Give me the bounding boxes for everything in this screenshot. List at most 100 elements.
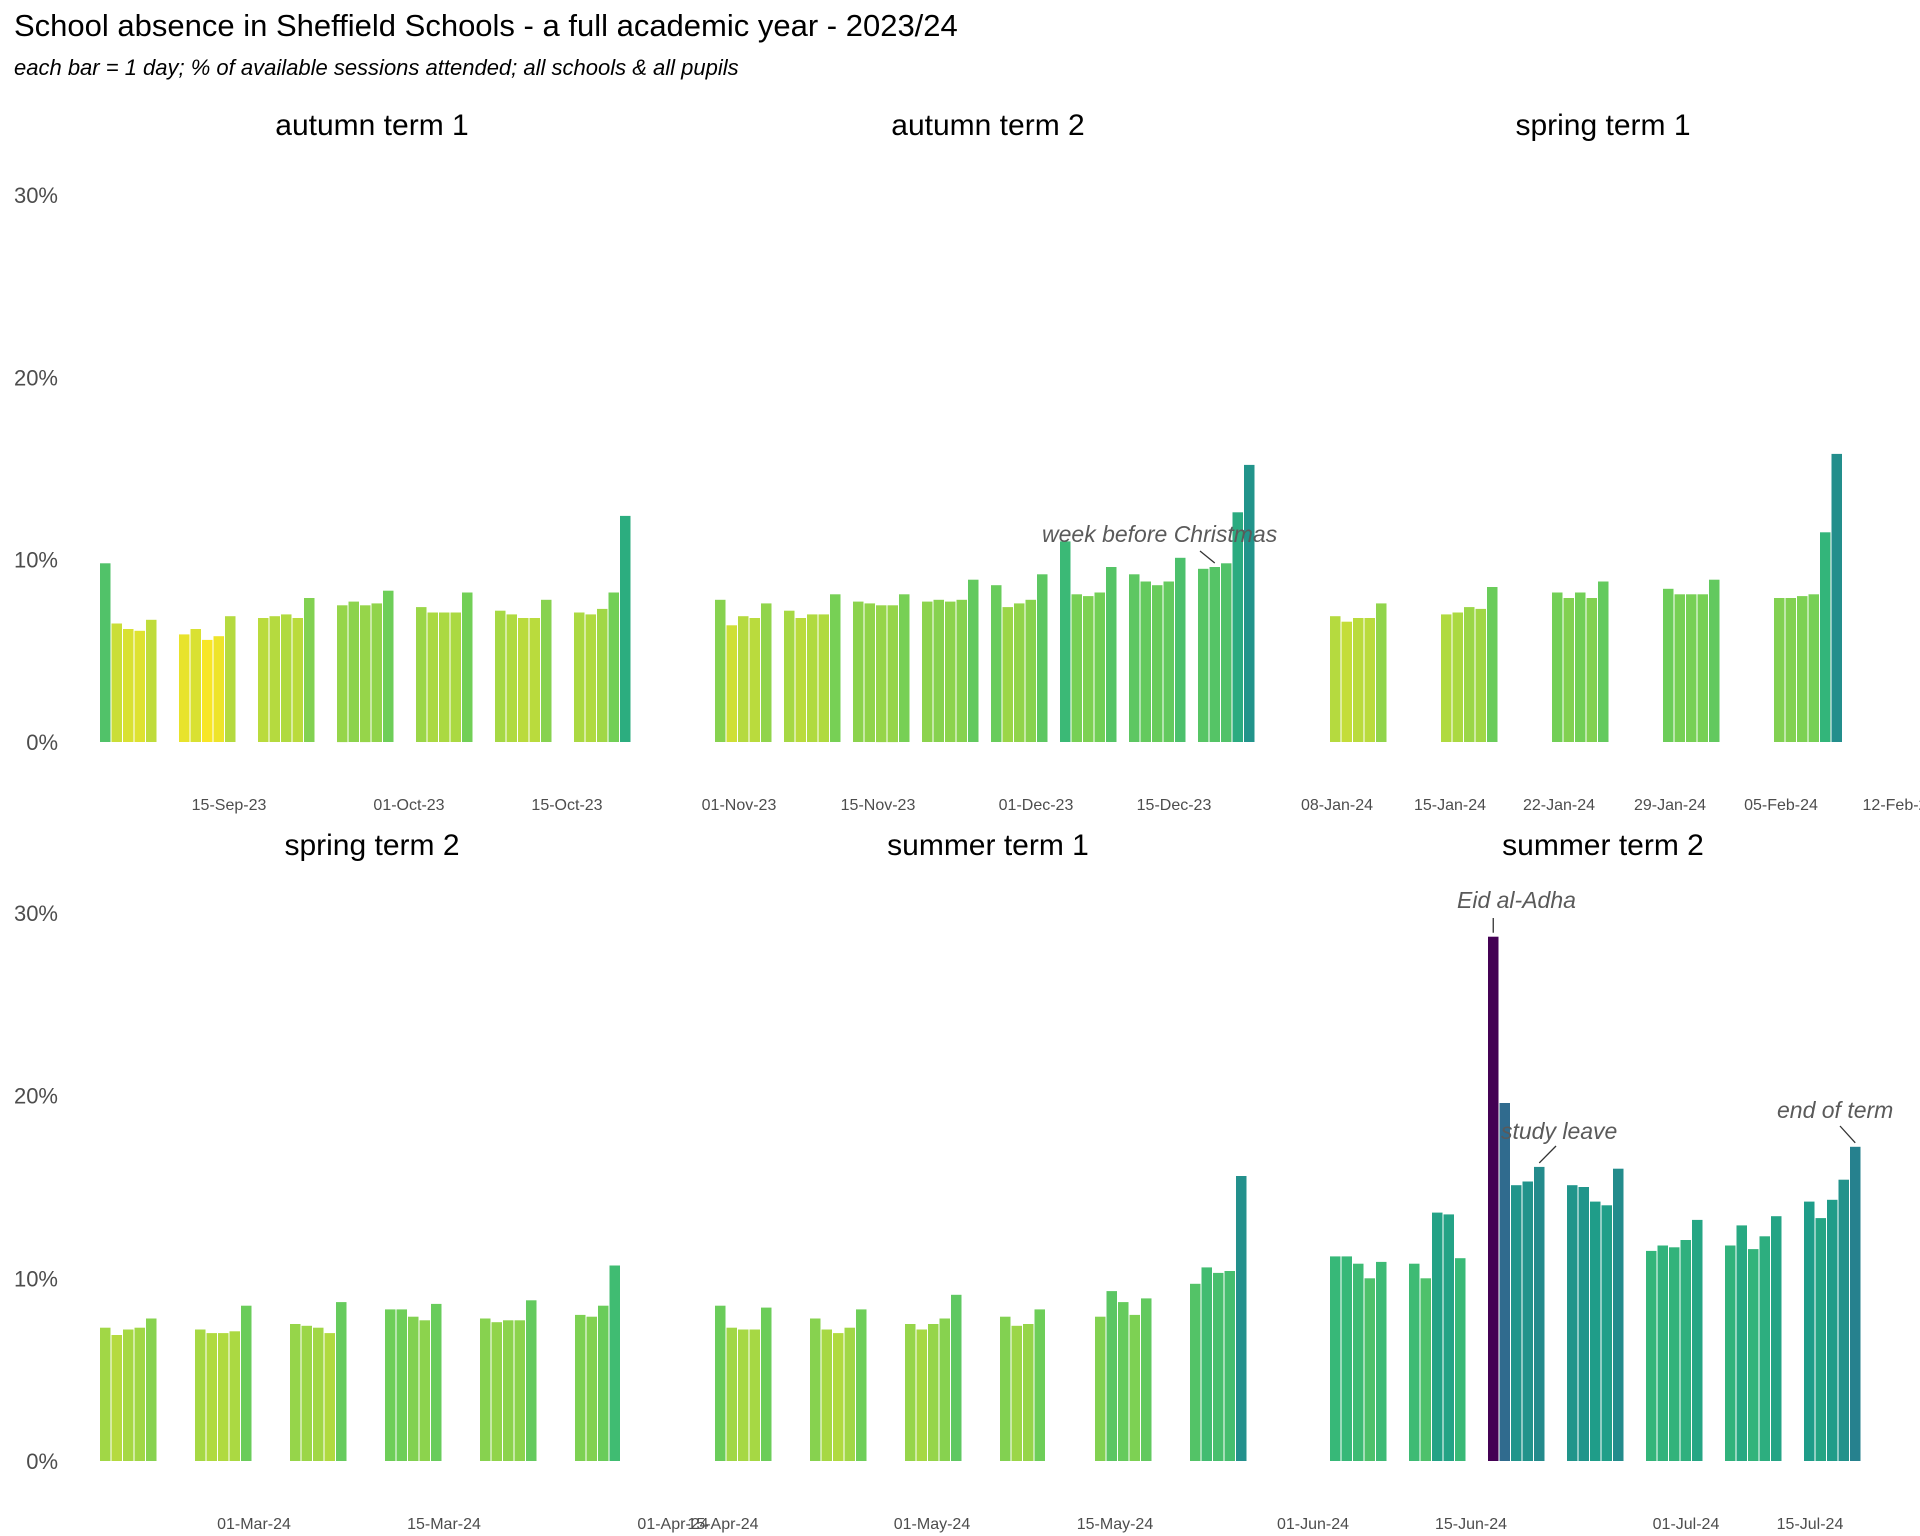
- y-tick-label: 0%: [26, 1449, 58, 1474]
- bar: [784, 610, 795, 742]
- bar: [1759, 1236, 1770, 1461]
- bar: [229, 1331, 240, 1461]
- bar: [431, 1303, 442, 1461]
- chart-title: School absence in Sheffield Schools - a …: [14, 8, 958, 43]
- bar: [301, 1325, 312, 1461]
- facet-title: summer term 2: [1502, 829, 1704, 862]
- bar: [1601, 1205, 1612, 1461]
- bar: [795, 618, 806, 742]
- bar: [1094, 592, 1105, 742]
- bar: [1353, 1263, 1364, 1461]
- bar: [609, 1265, 620, 1461]
- bar: [1820, 532, 1831, 742]
- bar: [450, 612, 461, 742]
- bar: [1341, 621, 1352, 742]
- bar: [715, 599, 726, 742]
- bar: [491, 1322, 502, 1461]
- x-tick-label: 15-Oct-23: [531, 797, 602, 814]
- bar: [348, 601, 359, 742]
- bar: [1175, 557, 1186, 742]
- x-tick-label: 01-Apr-24: [637, 1516, 708, 1533]
- bar: [856, 1309, 867, 1461]
- x-tick-label: 15-Sep-23: [192, 797, 267, 814]
- bar: [951, 1294, 962, 1461]
- bar: [574, 612, 585, 742]
- bar: [726, 1327, 737, 1461]
- bar: [968, 579, 979, 742]
- bar: [1221, 563, 1232, 742]
- y-tick-label: 20%: [14, 365, 58, 390]
- annotation-label: study leave: [1501, 1118, 1617, 1144]
- bar: [575, 1314, 586, 1461]
- bar: [1409, 1263, 1420, 1461]
- bar: [821, 1329, 832, 1461]
- bar: [100, 1327, 111, 1461]
- x-tick-label: 01-Dec-23: [999, 797, 1074, 814]
- bar: [738, 616, 749, 742]
- bar: [1213, 1272, 1224, 1461]
- bar: [585, 614, 596, 742]
- annotation-label: end of term: [1777, 1097, 1893, 1123]
- x-tick-label: 01-Mar-24: [217, 1516, 291, 1533]
- bar: [1376, 603, 1387, 742]
- bar: [1106, 1291, 1117, 1461]
- bar: [761, 603, 772, 742]
- y-tick-label: 30%: [14, 183, 58, 208]
- bar: [1598, 581, 1609, 742]
- x-tick-label: 15-Jul-24: [1777, 1516, 1844, 1533]
- bar: [1224, 1271, 1235, 1461]
- bar: [1804, 1201, 1815, 1461]
- x-tick-label: 15-Apr-24: [687, 1516, 758, 1533]
- bar: [1488, 936, 1499, 1461]
- bar: [179, 634, 190, 742]
- bar: [810, 1318, 821, 1461]
- bar: [1364, 1278, 1375, 1461]
- bar: [503, 1320, 514, 1461]
- bar: [1692, 1219, 1703, 1461]
- bar: [876, 605, 887, 743]
- bar: [111, 623, 122, 742]
- bar: [1808, 594, 1819, 742]
- bar: [541, 599, 552, 742]
- bar: [506, 614, 517, 742]
- bar: [258, 618, 269, 742]
- bar: [818, 614, 829, 742]
- bar: [1578, 1187, 1589, 1461]
- bar: [1118, 1302, 1129, 1461]
- bar: [416, 607, 427, 742]
- bar: [1697, 594, 1708, 742]
- bar: [1025, 599, 1036, 742]
- bar: [383, 590, 394, 742]
- bar: [1209, 567, 1220, 742]
- bar: [1129, 574, 1140, 742]
- bar: [123, 629, 134, 742]
- bar: [1232, 512, 1243, 742]
- bar: [1140, 581, 1151, 742]
- bar: [1567, 1185, 1578, 1461]
- bar: [213, 636, 224, 742]
- bar: [1831, 453, 1842, 742]
- bar: [218, 1333, 229, 1461]
- bar: [1163, 581, 1174, 742]
- facet-title: summer term 1: [887, 829, 1089, 862]
- x-tick-label: 15-Jan-24: [1414, 797, 1486, 814]
- bar: [1023, 1324, 1034, 1461]
- bar: [1236, 1176, 1247, 1461]
- x-tick-label: 15-Nov-23: [841, 797, 916, 814]
- bar: [1511, 1185, 1522, 1461]
- bar: [134, 1327, 145, 1461]
- bar: [597, 608, 608, 742]
- bar: [419, 1320, 430, 1461]
- bar: [281, 614, 292, 742]
- bar: [1669, 1247, 1680, 1461]
- bar: [1657, 1245, 1668, 1461]
- bar: [1563, 598, 1574, 742]
- bar: [1815, 1218, 1826, 1461]
- x-tick-label: 01-Jul-24: [1653, 1516, 1720, 1533]
- bar: [146, 619, 157, 742]
- bar: [1152, 585, 1163, 742]
- bar: [1674, 594, 1685, 742]
- x-tick-label: 01-Jun-24: [1277, 1516, 1349, 1533]
- bar: [100, 563, 111, 742]
- bar: [1201, 1267, 1212, 1461]
